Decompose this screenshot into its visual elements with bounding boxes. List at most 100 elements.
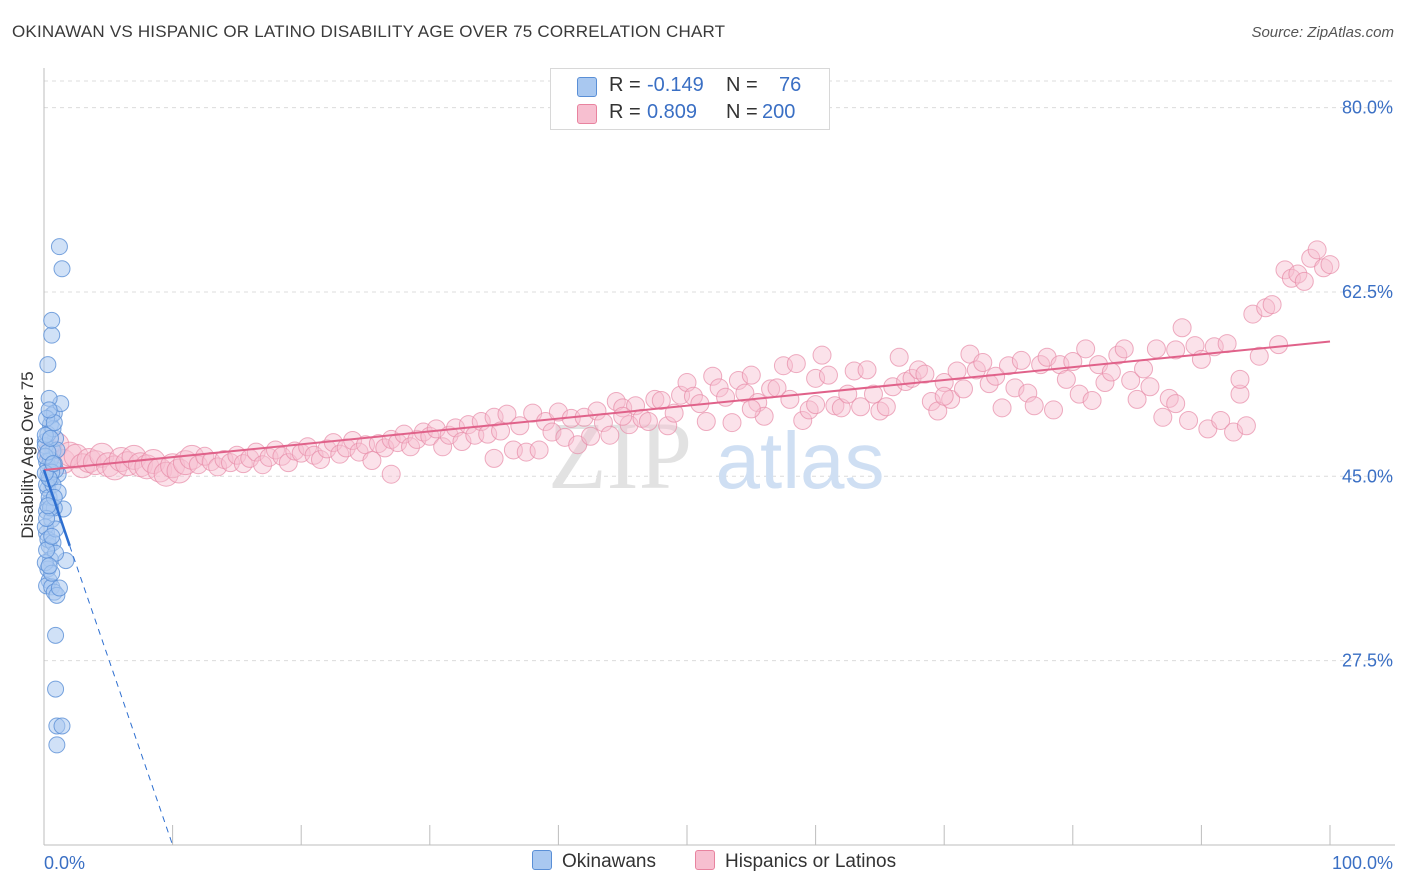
n-value: 200	[762, 101, 796, 123]
hispanic-point	[973, 353, 993, 373]
hispanic-point	[278, 453, 298, 473]
okinawan-point	[44, 455, 62, 473]
hispanic-point	[1307, 240, 1327, 260]
hispanic-point	[140, 449, 166, 475]
hispanic-point	[696, 412, 716, 432]
okinawan-point	[50, 238, 68, 256]
hispanic-point	[1140, 377, 1160, 397]
hispanic-point	[1172, 318, 1192, 338]
chart-title: OKINAWAN VS HISPANIC OR LATINO DISABILIT…	[12, 22, 726, 41]
hispanics-legend-swatch	[695, 850, 715, 870]
hispanic-point	[638, 412, 658, 432]
hispanic-point	[613, 406, 633, 426]
hispanic-point	[362, 451, 382, 470]
okinawan-point	[50, 579, 68, 597]
okinawan-point	[43, 311, 61, 329]
okinawan-point	[47, 626, 65, 644]
x-tick-label: 100.0%	[1332, 853, 1393, 873]
hispanic-point	[1236, 416, 1256, 436]
hispanic-point	[889, 347, 909, 367]
hispanic-point	[664, 403, 684, 423]
hispanic-point	[966, 360, 986, 380]
hispanic-point	[407, 429, 427, 449]
hispanic-point	[1204, 337, 1224, 357]
hispanic-point	[208, 457, 228, 477]
okinawan-point	[40, 401, 58, 419]
hispanic-point	[1288, 264, 1308, 284]
hispanic-point	[799, 400, 819, 420]
hispanic-point	[401, 437, 421, 457]
hispanic-point	[310, 449, 330, 469]
hispanic-point	[728, 370, 748, 390]
okinawan-point	[41, 429, 59, 447]
hispanic-point	[806, 368, 826, 388]
okinawan-point	[53, 260, 71, 278]
hispanic-point	[108, 446, 134, 472]
hispanic-point	[999, 356, 1018, 376]
hispanic-point	[793, 410, 813, 430]
hispanic-point	[1044, 400, 1064, 420]
x-tick-label: 0.0%	[44, 853, 85, 873]
hispanic-point	[741, 365, 761, 385]
okinawan-point	[47, 680, 65, 698]
hispanic-point	[709, 378, 729, 398]
hispanic-point	[786, 354, 806, 374]
hispanic-point	[1134, 359, 1154, 379]
hispanic-point	[1217, 334, 1237, 354]
legend-item-hispanics: Hispanics or Latinos	[695, 850, 896, 873]
stats-row-okinawans: R = -0.149 N = 76	[551, 73, 829, 99]
hispanic-point	[1249, 346, 1269, 366]
stats-legend: R = -0.149 N = 76 R = 0.809 N = 200	[550, 68, 830, 130]
hispanic-point	[857, 360, 877, 380]
hispanic-point	[1179, 410, 1199, 430]
hispanic-point	[1101, 362, 1121, 382]
hispanic-point	[82, 450, 108, 476]
okinawan-trend-extension	[69, 545, 174, 846]
hispanic-point	[1024, 396, 1044, 416]
n-label: N =	[726, 101, 758, 123]
hispanic-point	[1121, 370, 1141, 390]
okinawan-point	[43, 326, 61, 344]
hispanic-point	[1095, 373, 1115, 393]
hispanic-point	[658, 416, 678, 436]
hispanic-point	[1294, 271, 1314, 291]
hispanic-point	[1211, 410, 1231, 430]
hispanic-point	[1230, 384, 1250, 404]
watermark-atlas: atlas	[716, 416, 885, 505]
hispanic-point	[992, 398, 1012, 418]
legend-label-hispanics: Hispanics or Latinos	[725, 851, 897, 872]
hispanic-point	[1114, 339, 1134, 359]
hispanic-point	[491, 421, 511, 441]
y-tick-label: 80.0%	[1342, 98, 1393, 118]
n-label: N =	[726, 74, 758, 96]
hispanic-point	[484, 448, 504, 468]
hispanic-point	[915, 364, 935, 384]
stats-row-hispanics: R = 0.809 N = 200	[551, 100, 829, 126]
hispanic-point	[1166, 394, 1186, 414]
hispanic-point	[1076, 339, 1096, 359]
hispanic-point	[1166, 340, 1186, 360]
hispanic-point	[876, 397, 896, 417]
hispanic-point	[121, 444, 147, 470]
r-value: -0.149	[647, 74, 704, 96]
hispanic-point	[1320, 255, 1340, 275]
hispanic-point	[1269, 335, 1289, 355]
hispanic-point	[1005, 378, 1025, 398]
hispanic-point	[812, 345, 832, 365]
okinawan-point	[39, 356, 57, 374]
hispanics-swatch	[577, 104, 597, 124]
hispanic-point	[1153, 407, 1173, 427]
hispanic-point	[818, 365, 838, 385]
hispanic-point	[953, 379, 973, 399]
hispanic-point	[651, 390, 671, 410]
hispanic-point	[529, 440, 549, 460]
hispanic-point	[934, 373, 954, 393]
hispanic-point	[1127, 389, 1147, 409]
okinawan-trend-line	[42, 469, 71, 547]
hispanic-point	[381, 464, 401, 484]
hispanic-point	[703, 366, 723, 386]
hispanic-point	[806, 395, 826, 415]
hispanic-trend-line	[43, 340, 1331, 471]
hispanic-point	[1011, 350, 1031, 370]
hispanic-point	[581, 426, 601, 446]
